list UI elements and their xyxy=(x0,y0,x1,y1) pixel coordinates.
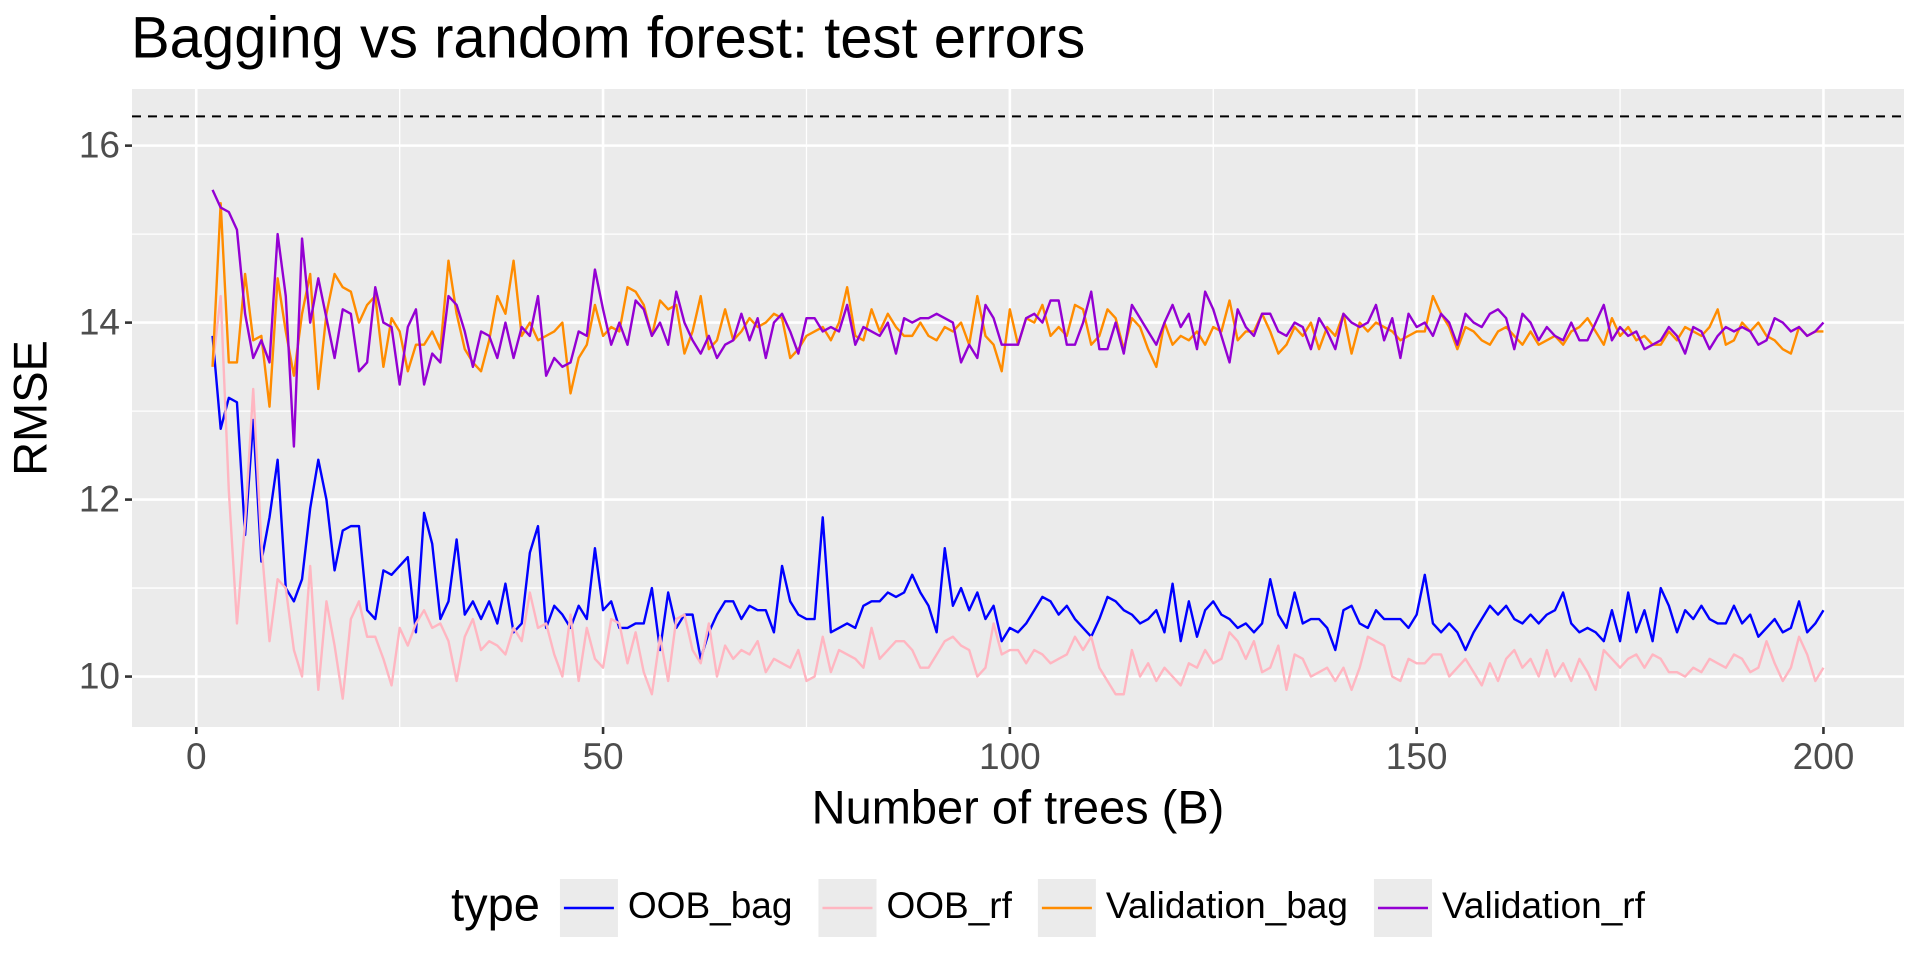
x-axis-title: Number of trees (B) xyxy=(812,780,1225,833)
y-tick-label: 16 xyxy=(79,124,120,165)
x-tick-label: 200 xyxy=(1793,736,1855,777)
x-tick-label: 100 xyxy=(979,736,1041,777)
y-axis-title: RMSE xyxy=(3,340,56,476)
y-tick-label: 12 xyxy=(79,478,120,519)
x-tick-label: 50 xyxy=(582,736,623,777)
chart-title: Bagging vs random forest: test errors xyxy=(131,5,1085,70)
x-tick-label: 150 xyxy=(1386,736,1448,777)
legend-label: Validation_bag xyxy=(1106,885,1348,926)
series-line xyxy=(211,335,1825,661)
series-line xyxy=(211,294,1825,700)
legend-label: OOB_rf xyxy=(886,885,1012,926)
y-tick-label: 14 xyxy=(79,301,120,342)
legend-label: Validation_rf xyxy=(1442,885,1646,926)
series-line xyxy=(211,189,1825,448)
legend-title: type xyxy=(451,877,540,930)
y-tick-label: 10 xyxy=(79,655,120,696)
legend-label: OOB_bag xyxy=(628,885,793,926)
x-tick-label: 0 xyxy=(186,736,207,777)
